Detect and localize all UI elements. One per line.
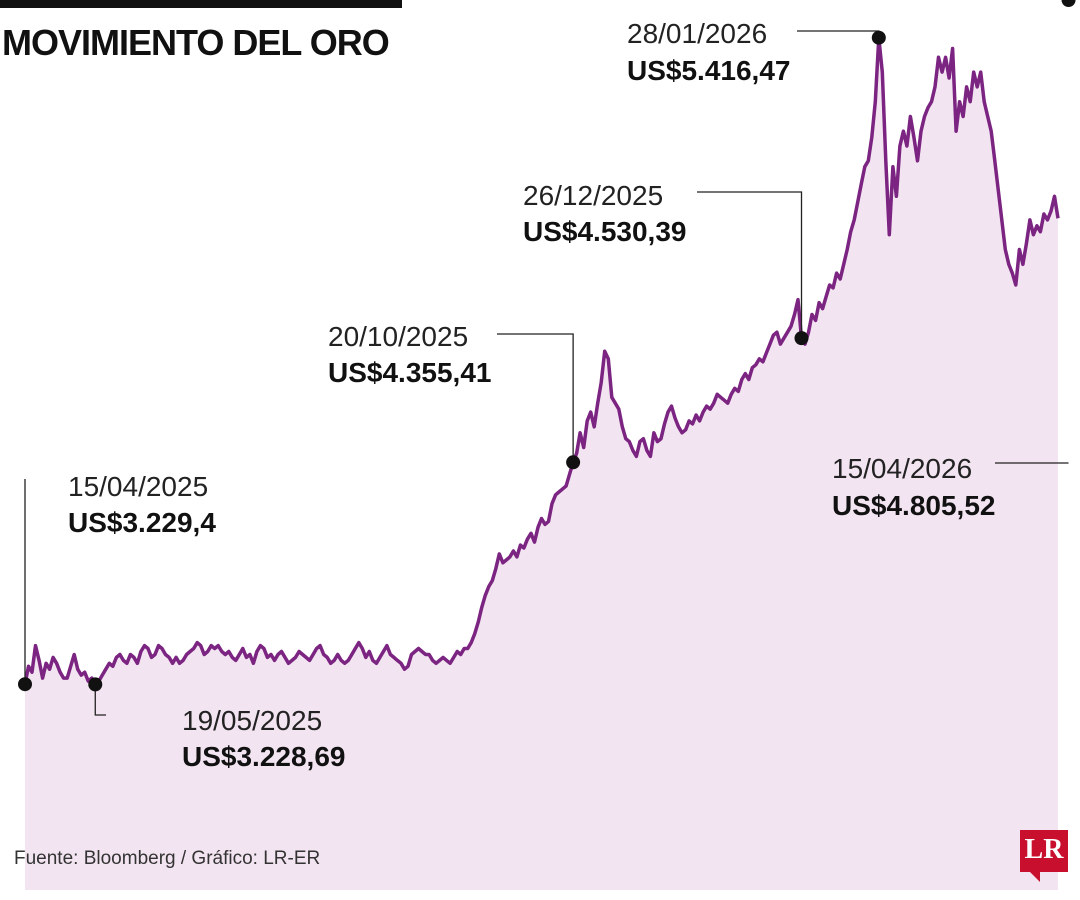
annotation-dot	[566, 455, 581, 470]
annotation-date: 15/04/2025	[68, 471, 208, 502]
annotation-leader	[497, 333, 574, 463]
annotation-dot	[88, 677, 103, 692]
annotations: 15/04/2025 US$3.229,4 19/05/2025 US$3.228,6…	[18, 0, 1076, 772]
annotation-value: US$4.355,41	[328, 357, 491, 388]
brand-logo: LR	[1020, 830, 1068, 882]
annotation-dot	[18, 677, 32, 692]
annotation-date: 15/04/2026	[832, 453, 972, 484]
annotation-leader	[697, 191, 803, 339]
annotation-value: US$4.530,39	[523, 216, 686, 247]
price-line	[23, 35, 1060, 687]
title-rule	[0, 0, 402, 8]
annotation-date: 20/10/2025	[328, 321, 468, 352]
annotation-date: 28/01/2026	[627, 18, 767, 49]
area-fill	[25, 37, 1058, 890]
annotation-leader	[797, 30, 880, 38]
annotation-value: US$3.229,4	[68, 507, 216, 538]
annotation-value: US$3.228,69	[182, 741, 345, 772]
brand-logo-text: LR	[1024, 834, 1064, 865]
annotation-leader	[94, 684, 106, 716]
annotation-value: US$4.805,52	[832, 490, 995, 521]
chart-title: MOVIMIENTO DEL ORO	[2, 22, 390, 63]
annotation-dot	[794, 331, 809, 346]
source-note: Fuente: Bloomberg / Gráfico: LR-ER	[14, 848, 321, 869]
annotation-date: 26/12/2025	[523, 180, 663, 211]
annotation-value: US$5.416,47	[627, 55, 790, 86]
annotation-date: 19/05/2025	[182, 705, 322, 736]
annotation-dot	[871, 30, 886, 45]
annotation-dot	[1061, 0, 1076, 7]
